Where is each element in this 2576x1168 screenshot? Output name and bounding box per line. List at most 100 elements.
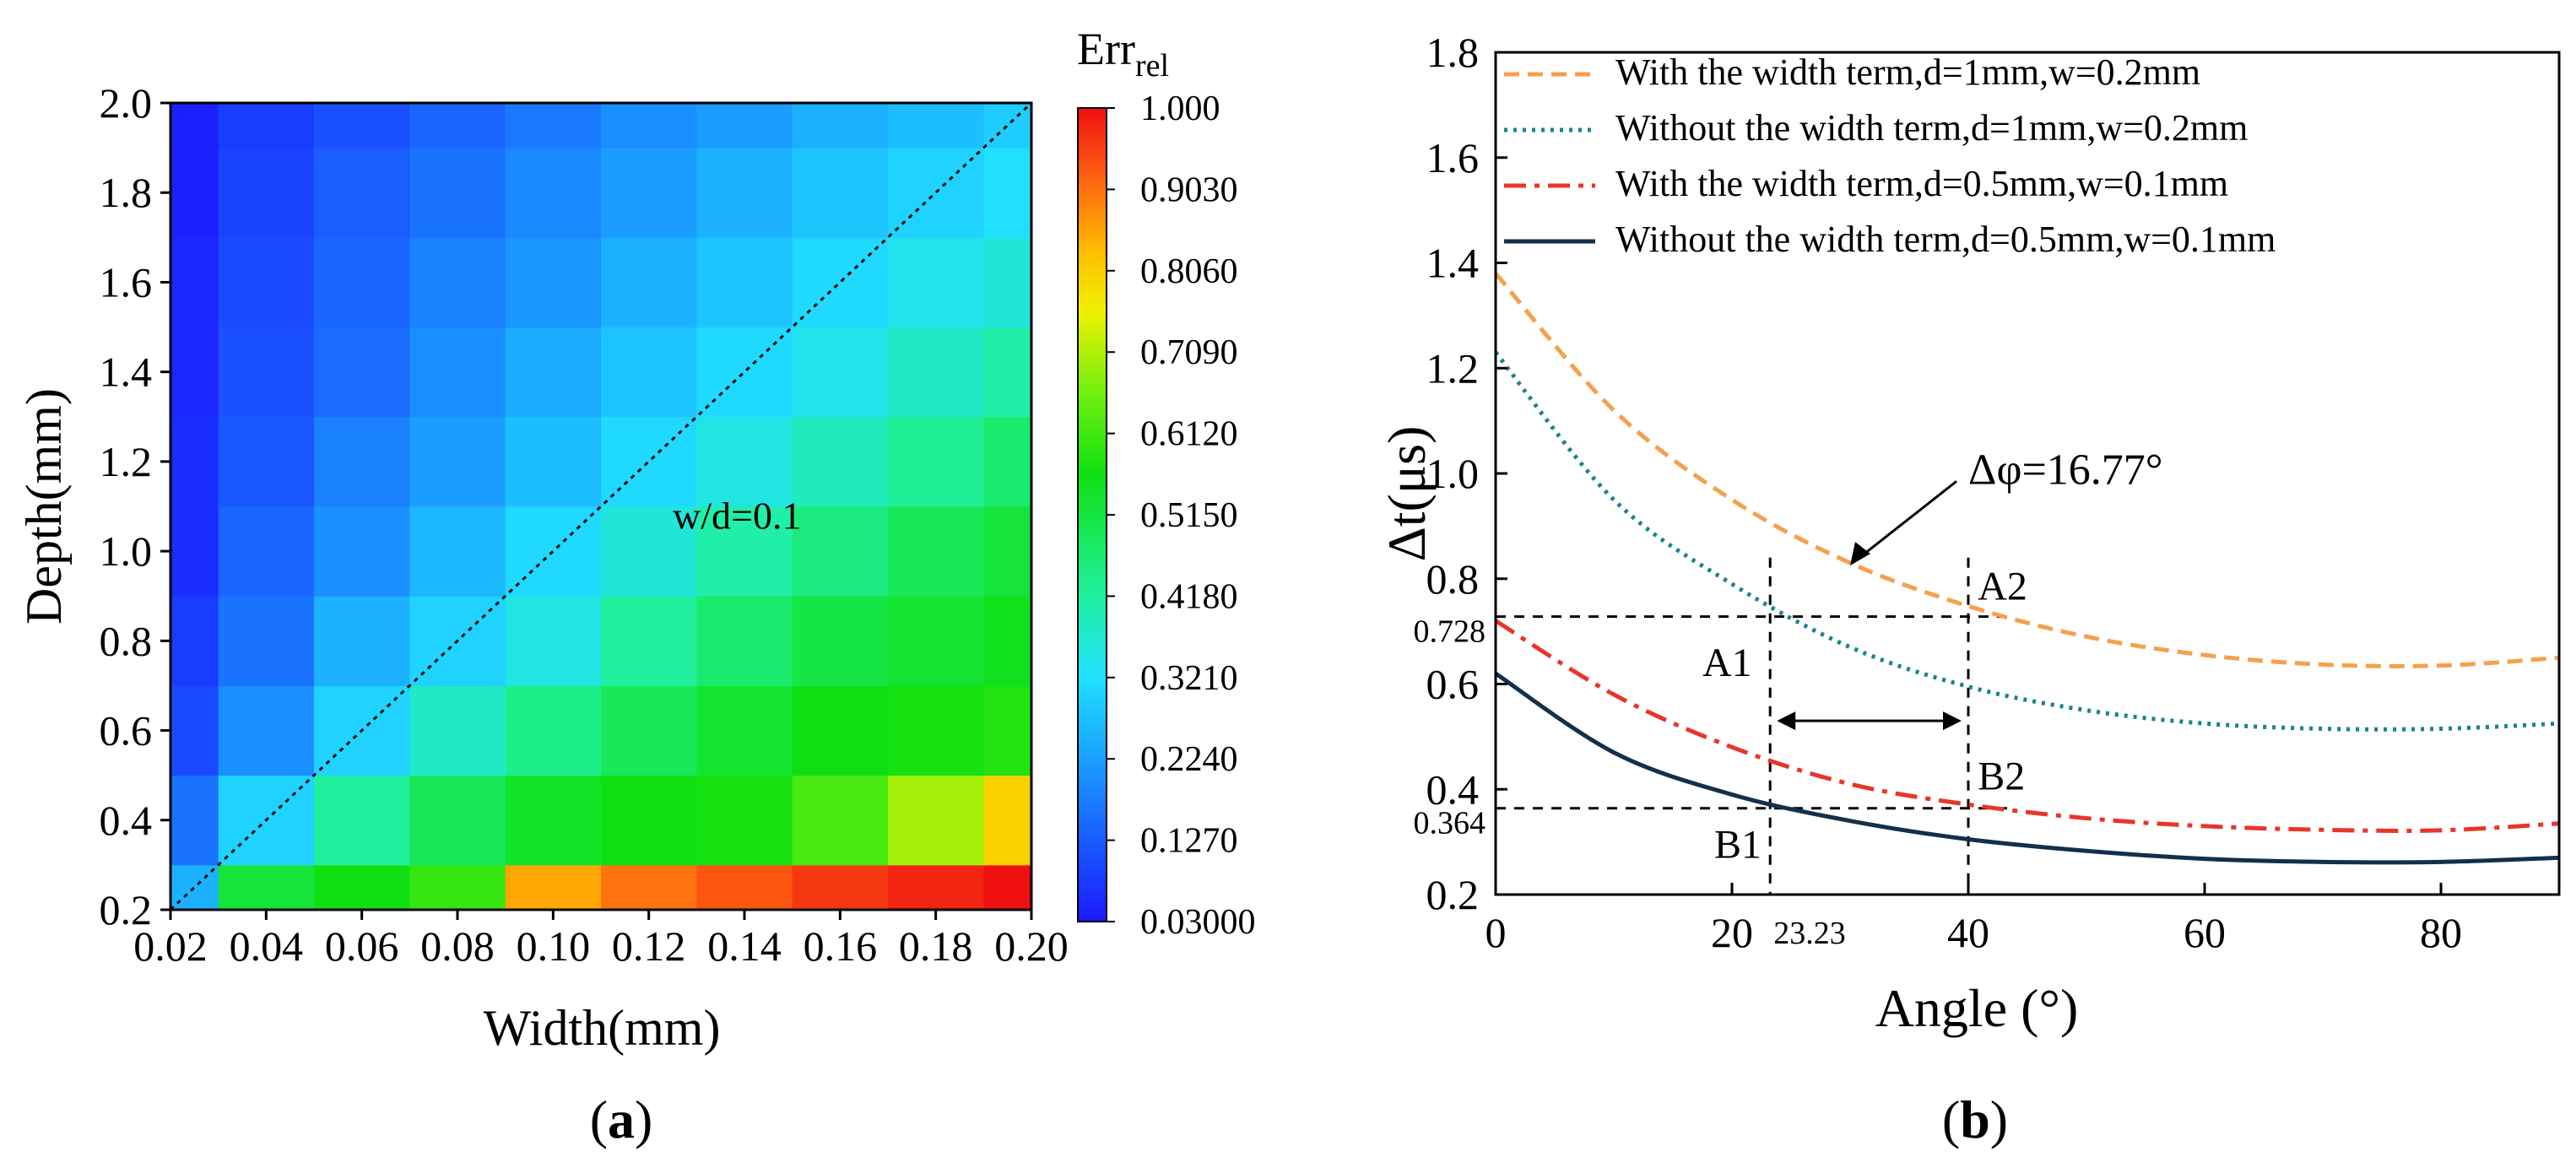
heatmap-cell (218, 103, 315, 149)
heatmap-y-tick-label: 0.6 (100, 707, 153, 754)
colorbar-tick-label: 0.1270 (1140, 822, 1238, 861)
heatmap-y-axis-title: Depth(mm) (16, 388, 72, 625)
heatmap-cell (170, 685, 219, 776)
legend: With the width term,d=1mm,w=0.2mm Without… (1504, 51, 2276, 260)
line-y-tick-label: 1.6 (1426, 134, 1480, 181)
line-y-tick-label: 1.8 (1426, 29, 1480, 76)
heatmap-cell (983, 864, 1032, 911)
panel-a-letter: a (608, 1090, 635, 1149)
heatmap-cell (983, 327, 1032, 418)
legend-label: Without the width term,d=0.5mm,w=0.1mm (1615, 219, 2276, 260)
heatmap-cell (314, 148, 410, 238)
heatmap-cell (314, 416, 410, 507)
heatmap-cell (696, 506, 793, 597)
heatmap-x-axis-title: Width(mm) (484, 1000, 721, 1056)
heatmap-cell (314, 327, 410, 418)
arrowhead-right (1943, 711, 1962, 731)
heatmap-cell (888, 416, 984, 507)
delta-phi-label: Δφ=16.77° (1968, 446, 2163, 494)
line-y-tick-label: 0.2 (1426, 871, 1480, 918)
heatmap-panel: 0.02 0.04 0.06 0.08 0.10 0.12 0.14 0.16 0.18 0.20… (16, 24, 1256, 1149)
legend-label: With the width term,d=1mm,w=0.2mm (1615, 51, 2200, 93)
heatmap-cell (601, 685, 697, 776)
heatmap-cell (314, 103, 410, 149)
heatmap-cell (409, 237, 506, 328)
heatmap-y-tick-label: 1.8 (100, 169, 153, 216)
line-y-tick-label: 0.4 (1426, 765, 1480, 813)
panel-a-label: (a) (590, 1090, 653, 1149)
heatmap-cell (218, 864, 315, 911)
heatmap-cell (601, 148, 697, 238)
heatmap-cell (601, 237, 697, 328)
line-x-axis-title: Angle (°) (1875, 978, 2079, 1038)
heatmap-cell (218, 506, 315, 597)
heatmap-cell (505, 596, 602, 686)
heatmap-cell (409, 775, 506, 866)
legend-label: With the width term,d=0.5mm,w=0.1mm (1615, 163, 2228, 204)
heatmap-cell (170, 237, 219, 328)
point-b1-label: B1 (1714, 822, 1762, 867)
heatmap-cell (170, 327, 219, 418)
heatmap-cell (314, 864, 410, 911)
heatmap-cell (888, 685, 984, 776)
heatmap-cell (601, 416, 697, 507)
heatmap-y-tick-label: 0.8 (100, 617, 153, 664)
heatmap-y-tick-label: 1.0 (100, 527, 153, 575)
heatmap-cell (505, 148, 602, 238)
angle-mark-label: 23.23 (1773, 916, 1846, 951)
heatmap-cell (888, 506, 984, 597)
heatmap-y-tick-label: 0.4 (100, 797, 153, 844)
heatmap-cell (792, 416, 889, 507)
colorbar-title-main: Err (1077, 24, 1135, 74)
heatmap-cell (983, 237, 1032, 328)
heatmap-cell (888, 864, 984, 911)
heatmap-cell (409, 864, 506, 911)
chart-annotations: Δφ=16.77° A2 A1 B2 B1 0.728 0.364 23.23 (1414, 446, 2163, 951)
point-b2-label: B2 (1978, 754, 2025, 798)
heatmap-cell (983, 775, 1032, 866)
heatmap-cell (409, 506, 506, 597)
colorbar-tick-label: 0.2240 (1140, 740, 1238, 779)
heatmap-cell (218, 148, 315, 238)
point-a1-label: A1 (1702, 641, 1752, 685)
heatmap-cell (170, 596, 219, 686)
colorbar-tick-label: 0.4180 (1140, 577, 1238, 616)
heatmap-cell (792, 506, 889, 597)
ratio-reference-line (169, 101, 1033, 911)
heatmap-cell (696, 775, 793, 866)
heatmap-cell (601, 327, 697, 418)
heatmap-cell (170, 148, 219, 238)
line-x-tick-label: 40 (1947, 909, 1989, 956)
series-lines (1494, 272, 2560, 865)
heatmap-cell (505, 864, 602, 911)
heatmap-cell (601, 775, 697, 866)
heatmap-x-tick-label: 0.06 (325, 922, 399, 970)
heatmap-cell (505, 685, 602, 776)
series-line-4 (1494, 671, 2560, 865)
series-line-2 (1494, 350, 2560, 732)
heatmap-x-tick-label: 0.10 (517, 922, 591, 970)
heatmap-cell (792, 596, 889, 686)
heatmap-cell (983, 685, 1032, 776)
heatmap-cell (696, 596, 793, 686)
colorbar-tick-label: 0.8060 (1140, 252, 1238, 291)
legend-label: Without the width term,d=1mm,w=0.2mm (1615, 107, 2248, 149)
heatmap-cell (170, 103, 219, 149)
heatmap-cell (601, 103, 697, 149)
heatmap-cell (409, 148, 506, 238)
heatmap-cell (983, 148, 1032, 238)
heatmap-x-ticks: 0.02 0.04 0.06 0.08 0.10 0.12 0.14 0.16 0.18 0.20 (133, 910, 1069, 970)
heatmap-cell (505, 237, 602, 328)
heatmap-y-tick-label: 1.6 (100, 258, 153, 306)
colorbar-tick-label: 0.03000 (1140, 903, 1256, 942)
heatmap-y-tick-label: 1.4 (100, 349, 153, 396)
heatmap-cell (601, 864, 697, 911)
heatmap-cell (696, 416, 793, 507)
colorbar-title: Errrel (1077, 24, 1169, 84)
heatmap-cell (792, 148, 889, 238)
heatmap-cell (696, 103, 793, 149)
line-y-axis-title: Δt(μs) (1377, 426, 1437, 562)
colorbar-tick-label: 0.3210 (1140, 659, 1238, 698)
ratio-annotation: w/d=0.1 (673, 495, 801, 538)
